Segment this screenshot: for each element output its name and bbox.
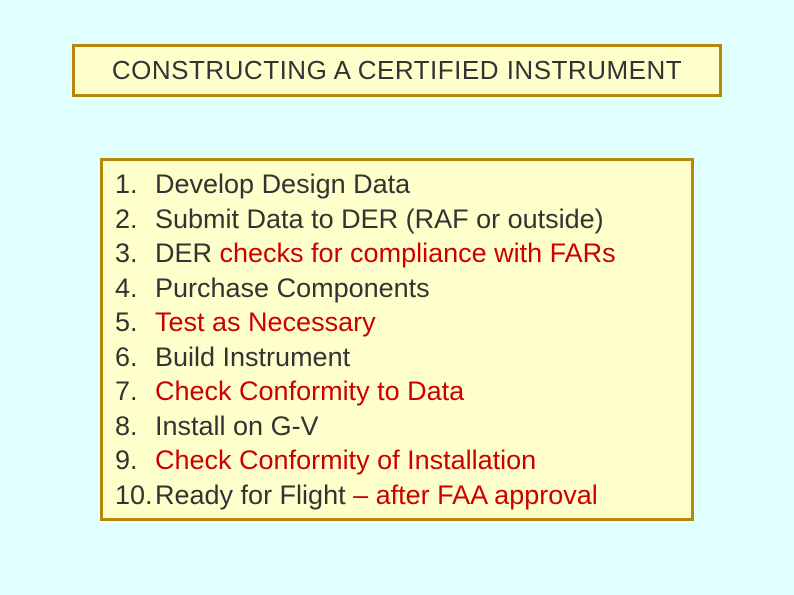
list-text-black: Install on G-V <box>155 411 319 441</box>
list-number: 7. <box>115 374 155 409</box>
list-text-red: Check Conformity to Data <box>155 376 464 406</box>
list-text-black: Ready for Flight <box>155 480 346 510</box>
list-item: 9. Check Conformity of Installation <box>115 443 679 478</box>
title-box: CONSTRUCTING A CERTIFIED INSTRUMENT <box>72 44 722 97</box>
list-number: 1. <box>115 167 155 202</box>
list-text-black: DER <box>155 238 220 268</box>
list-text-black: Purchase Components <box>155 273 430 303</box>
list-item: 3. DER checks for compliance with FARs <box>115 236 679 271</box>
list-item: 8. Install on G-V <box>115 409 679 444</box>
list-number: 6. <box>115 340 155 375</box>
list-text-black: Build Instrument <box>155 342 350 372</box>
list-item: 10. Ready for Flight – after FAA approva… <box>115 478 679 513</box>
list-item: 4. Purchase Components <box>115 271 679 306</box>
list-number: 5. <box>115 305 155 340</box>
list-item: 6. Build Instrument <box>115 340 679 375</box>
list-text-black: Submit Data to DER (RAF or outside) <box>155 204 604 234</box>
list-item: 1. Develop Design Data <box>115 167 679 202</box>
list-number: 10. <box>115 478 155 513</box>
list-text-black: Develop Design Data <box>155 169 410 199</box>
list-number: 4. <box>115 271 155 306</box>
list-text-red: Check Conformity of Installation <box>155 445 536 475</box>
list-item: 5. Test as Necessary <box>115 305 679 340</box>
list-number: 8. <box>115 409 155 444</box>
list-item: 2. Submit Data to DER (RAF or outside) <box>115 202 679 237</box>
list-number: 2. <box>115 202 155 237</box>
list-text-red: checks for compliance with FARs <box>220 238 616 268</box>
title-text: CONSTRUCTING A CERTIFIED INSTRUMENT <box>112 55 682 85</box>
list-item: 7. Check Conformity to Data <box>115 374 679 409</box>
list-box: 1. Develop Design Data 2. Submit Data to… <box>100 158 694 521</box>
list-number: 3. <box>115 236 155 271</box>
list-text-red: – after FAA approval <box>346 480 598 510</box>
list-text-red: Test as Necessary <box>155 307 376 337</box>
list-number: 9. <box>115 443 155 478</box>
